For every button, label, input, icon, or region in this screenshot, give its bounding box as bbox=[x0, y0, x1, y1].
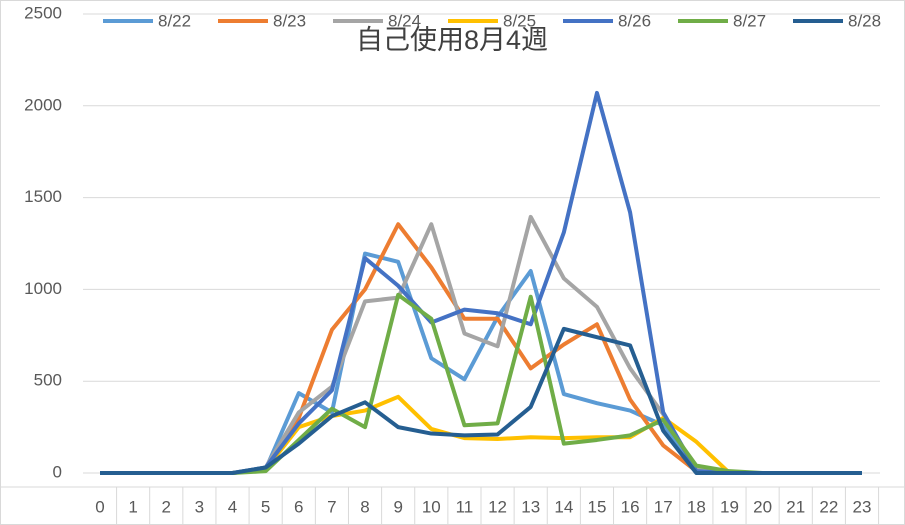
y-tick-label: 1500 bbox=[24, 187, 62, 206]
legend-label: 8/27 bbox=[733, 11, 766, 30]
x-tick-label: 7 bbox=[327, 497, 336, 516]
legend-label: 8/28 bbox=[848, 11, 881, 30]
y-tick-label: 2500 bbox=[24, 3, 62, 22]
x-tick-label: 16 bbox=[621, 497, 640, 516]
legend-label: 8/22 bbox=[158, 11, 191, 30]
legend-label: 8/23 bbox=[273, 11, 306, 30]
y-tick-label: 1000 bbox=[24, 279, 62, 298]
legend-label: 8/25 bbox=[503, 11, 536, 30]
x-tick-label: 10 bbox=[422, 497, 441, 516]
x-tick-label: 22 bbox=[819, 497, 838, 516]
x-tick-label: 14 bbox=[554, 497, 573, 516]
x-tick-label: 2 bbox=[162, 497, 171, 516]
x-tick-label: 12 bbox=[488, 497, 507, 516]
chart-title: 自己使用8月4週 bbox=[356, 25, 548, 55]
x-tick-label: 20 bbox=[753, 497, 772, 516]
x-tick-label: 1 bbox=[128, 497, 137, 516]
y-tick-label: 2000 bbox=[24, 95, 62, 114]
x-tick-label: 8 bbox=[360, 497, 369, 516]
x-tick-label: 9 bbox=[393, 497, 402, 516]
x-tick-label: 5 bbox=[261, 497, 270, 516]
x-tick-label: 17 bbox=[654, 497, 673, 516]
x-tick-label: 15 bbox=[587, 497, 606, 516]
legend-label: 8/26 bbox=[618, 11, 651, 30]
x-tick-label: 4 bbox=[228, 497, 237, 516]
legend-label: 8/24 bbox=[388, 11, 421, 30]
x-tick-label: 13 bbox=[521, 497, 540, 516]
x-tick-label: 0 bbox=[95, 497, 104, 516]
y-tick-label: 0 bbox=[53, 462, 62, 481]
x-tick-label: 19 bbox=[720, 497, 739, 516]
series-line bbox=[100, 326, 862, 475]
x-tick-label: 11 bbox=[456, 497, 474, 516]
x-tick-label: 23 bbox=[853, 497, 872, 516]
y-tick-label: 500 bbox=[34, 371, 62, 390]
x-tick-label: 21 bbox=[786, 497, 805, 516]
x-tick-label: 18 bbox=[687, 497, 706, 516]
x-tick-label: 6 bbox=[294, 497, 303, 516]
x-tick-label: 3 bbox=[195, 497, 204, 516]
